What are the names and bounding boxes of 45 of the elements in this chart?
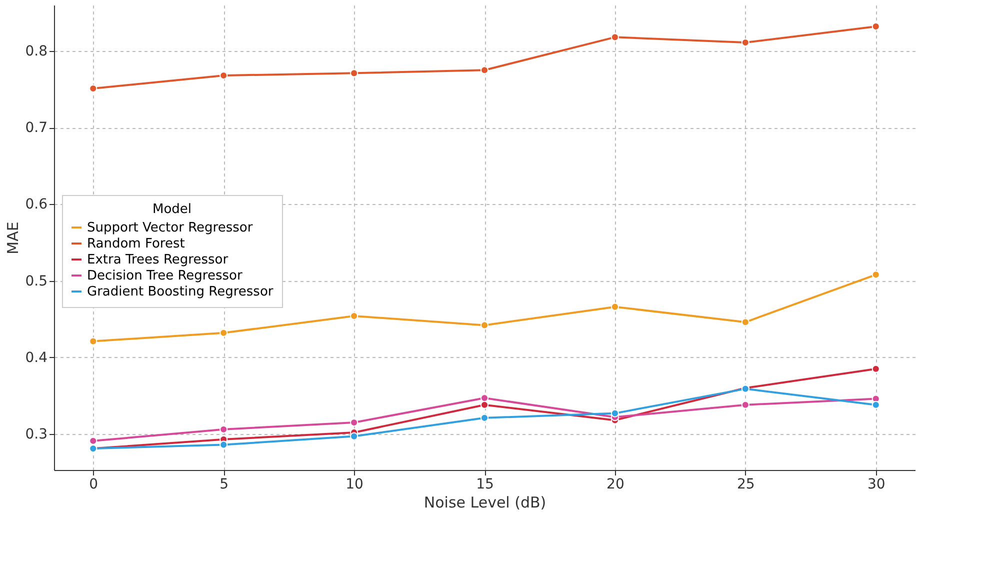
point: [220, 425, 228, 434]
y-tick-label: 0.5: [25, 273, 48, 290]
point: [480, 414, 489, 422]
x-tick-label: 0: [89, 476, 98, 492]
point: [741, 38, 750, 47]
point: [89, 84, 98, 93]
point: [89, 436, 98, 445]
x-tick-label: 25: [736, 476, 755, 492]
point: [872, 22, 880, 30]
legend-label: Decision Tree Regressor: [87, 268, 243, 284]
point: [872, 400, 880, 409]
point: [220, 71, 228, 80]
x-tick-label: 15: [476, 476, 494, 492]
point: [872, 270, 880, 279]
y-tick-label: 0.4: [25, 350, 48, 366]
x-tick-label: 5: [220, 476, 229, 492]
point: [220, 328, 228, 337]
point: [872, 364, 880, 373]
point: [89, 337, 98, 346]
point: [741, 400, 750, 409]
point: [610, 302, 619, 311]
point: [741, 318, 750, 326]
y-tick-label: 0.3: [25, 426, 48, 442]
x-tick-label: 10: [346, 476, 364, 492]
legend-title: Model: [152, 202, 192, 217]
y-axis-title: MAE: [4, 222, 22, 254]
legend-label: Gradient Boosting Regressor: [87, 284, 274, 300]
legend-label: Random Forest: [87, 236, 185, 252]
point: [480, 400, 489, 409]
point: [480, 321, 489, 330]
y-tick-label: 0.7: [25, 120, 48, 136]
point: [610, 409, 619, 418]
point: [480, 66, 489, 74]
point: [350, 69, 358, 78]
point: [220, 440, 228, 449]
y-tick-label: 0.6: [25, 196, 48, 213]
x-axis-title: Noise Level (dB): [424, 494, 546, 512]
x-tick-label: 30: [867, 476, 886, 492]
legend-label: Extra Trees Regressor: [87, 252, 229, 268]
legend-label: Support Vector Regressor: [87, 220, 254, 236]
point: [610, 33, 619, 42]
y-tick-label: 0.8: [25, 43, 48, 60]
point: [350, 312, 358, 320]
x-tick-label: 20: [606, 476, 624, 492]
point: [350, 432, 358, 440]
